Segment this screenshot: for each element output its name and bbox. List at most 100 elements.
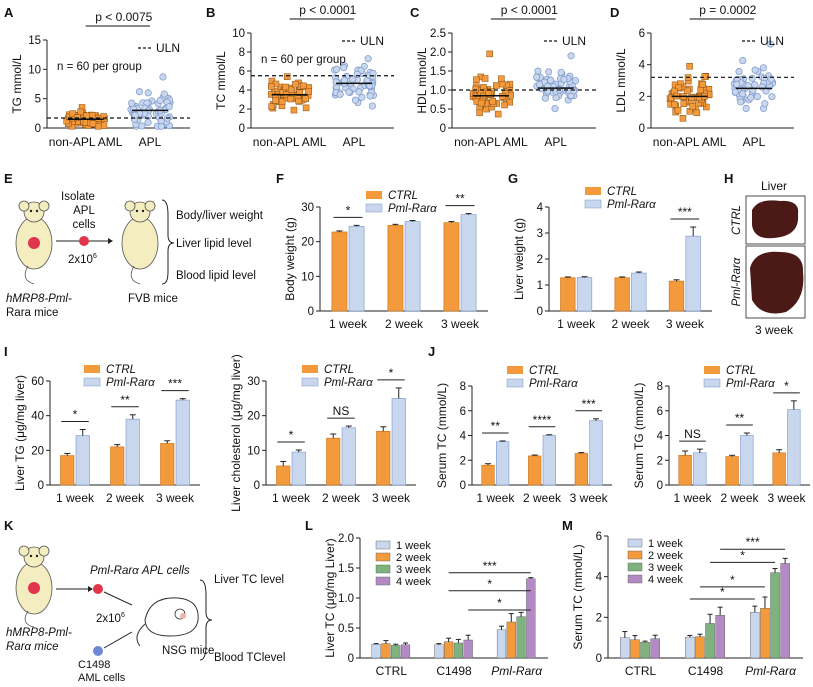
significance-label: p < 0.0001 bbox=[501, 3, 558, 17]
x-tick-label: CTRL bbox=[376, 664, 408, 678]
isolate-label-3: cells bbox=[72, 219, 95, 231]
chart-m-serum-tc: 0 2 4 6 Serum TC (mmol/L) CTRL C1498 Pml-Rarα 1 … bbox=[571, 531, 803, 678]
bar bbox=[404, 221, 421, 312]
y-tick-label: 6 bbox=[639, 28, 645, 40]
pml-liver-image bbox=[750, 251, 804, 314]
data-point-circle bbox=[768, 93, 776, 101]
legend-swatch bbox=[375, 576, 391, 586]
data-point-square bbox=[686, 63, 693, 70]
significance-label: ** bbox=[120, 393, 130, 407]
data-point-circle bbox=[758, 83, 766, 91]
bar bbox=[276, 465, 291, 486]
x-tick-label: 2 week bbox=[385, 317, 424, 331]
bar bbox=[528, 455, 542, 486]
y-axis-label: Serum TC (mmol/L) bbox=[435, 383, 449, 488]
data-point-circle bbox=[144, 118, 152, 127]
y-tick-label: 10 bbox=[301, 271, 314, 283]
isolate-label-2: APL bbox=[73, 205, 95, 217]
panel-letter-g: G bbox=[508, 171, 518, 186]
k-donor-label-line1: hMRP8-Pml- bbox=[6, 627, 72, 639]
significance-label: *** bbox=[746, 535, 760, 549]
significance-label: *** bbox=[483, 559, 497, 573]
legend-label: 2 week bbox=[396, 552, 431, 564]
x-tick-label: 2 week bbox=[322, 491, 361, 505]
donor-label-line2: Rara mice bbox=[6, 307, 58, 319]
data-point-circle bbox=[340, 64, 348, 72]
bar bbox=[705, 623, 715, 659]
legend-swatch bbox=[302, 365, 318, 373]
y-axis-label: Liver cholesterol (μg/mg liver) bbox=[229, 354, 243, 512]
bar bbox=[725, 456, 739, 486]
bar bbox=[75, 435, 90, 486]
y-tick-label: 0 bbox=[38, 480, 44, 492]
uln-legend-label: ULN bbox=[156, 41, 180, 55]
data-point-circle bbox=[545, 68, 553, 76]
data-point-circle bbox=[355, 88, 363, 96]
legend-label: Pml-Rarα bbox=[388, 203, 437, 215]
data-point-square bbox=[684, 87, 691, 95]
y-axis-label: TG mmol/L bbox=[10, 54, 24, 114]
x-tick-label: APL bbox=[343, 135, 366, 149]
y-axis-label: HDL mmol/L bbox=[415, 47, 429, 114]
panel-letter-h: H bbox=[724, 171, 733, 186]
bar bbox=[125, 418, 140, 486]
legend-label: 1 week bbox=[396, 540, 431, 552]
legend-swatch bbox=[84, 365, 100, 373]
data-point-square bbox=[703, 103, 710, 111]
k-aml-label-1: C1498 bbox=[78, 659, 110, 671]
bar bbox=[175, 399, 190, 486]
data-point-circle bbox=[761, 100, 769, 108]
data-point-circle bbox=[131, 111, 139, 119]
y-tick-label: 2.5 bbox=[430, 28, 446, 40]
x-tick-label: 2 week bbox=[523, 491, 562, 505]
data-point-circle bbox=[751, 81, 759, 89]
panel-letter-b: B bbox=[206, 5, 215, 20]
data-point-circle bbox=[368, 102, 376, 110]
data-point-square bbox=[674, 107, 682, 114]
y-tick-label: 5 bbox=[35, 94, 41, 106]
legend-swatch bbox=[584, 199, 602, 209]
data-point-square bbox=[300, 82, 307, 90]
diagram-e: hMRP8-Pml- Rara mice Isolate APL cells 2… bbox=[6, 191, 264, 319]
bar bbox=[589, 420, 603, 486]
y-tick-label: 0 bbox=[239, 123, 245, 135]
panel-letters: A B C D E F G H I J K L M bbox=[4, 5, 733, 533]
panel-letter-i: I bbox=[4, 344, 8, 359]
bar bbox=[576, 277, 593, 312]
data-point-circle bbox=[144, 89, 152, 97]
data-point-circle bbox=[366, 92, 374, 100]
significance-label: *** bbox=[582, 397, 596, 411]
bar bbox=[391, 645, 401, 659]
chart-i-liver-cholesterol: 0 10 20 30 Liver cholesterol (μg/mg liver) 1 … bbox=[229, 354, 416, 512]
y-tick-label: 2 bbox=[639, 91, 645, 103]
bar bbox=[506, 621, 516, 659]
x-tick-label: non-APL AML bbox=[653, 135, 727, 149]
significance-label: * bbox=[73, 408, 78, 422]
bar bbox=[387, 225, 404, 312]
bar bbox=[463, 639, 473, 659]
bar bbox=[695, 636, 705, 659]
legend-swatch bbox=[366, 191, 382, 199]
chart-g-liver-weight: 0 1 2 3 4 Liver weight (g) 1 week 2 week 3 week *… bbox=[512, 186, 712, 331]
legend-label: CTRL bbox=[388, 190, 418, 202]
y-axis-label: TC mmol/L bbox=[214, 51, 228, 110]
y-tick-label: 20 bbox=[301, 237, 314, 249]
data-point-square bbox=[282, 83, 289, 91]
data-point-square bbox=[268, 83, 275, 90]
bar bbox=[693, 452, 707, 486]
bar bbox=[496, 629, 507, 659]
data-point-circle bbox=[560, 75, 568, 83]
data-point-circle bbox=[739, 57, 747, 65]
data-point-square bbox=[472, 85, 479, 93]
significance-label: * bbox=[497, 596, 502, 610]
x-tick-label: Pml-Rarα bbox=[745, 664, 797, 678]
legend-swatch bbox=[627, 538, 643, 548]
legend-swatch bbox=[83, 377, 101, 387]
y-tick-label: 0 bbox=[460, 480, 466, 492]
chart-b-tc-scatter: 0 2 4 6 8 10 TC mmol/L non-APL AML APL ULN p < 0.0… bbox=[214, 3, 394, 149]
y-tick-label: 0 bbox=[254, 480, 260, 492]
data-point-circle bbox=[570, 87, 578, 95]
panel-letter-a: A bbox=[4, 5, 14, 20]
bar bbox=[160, 443, 175, 486]
